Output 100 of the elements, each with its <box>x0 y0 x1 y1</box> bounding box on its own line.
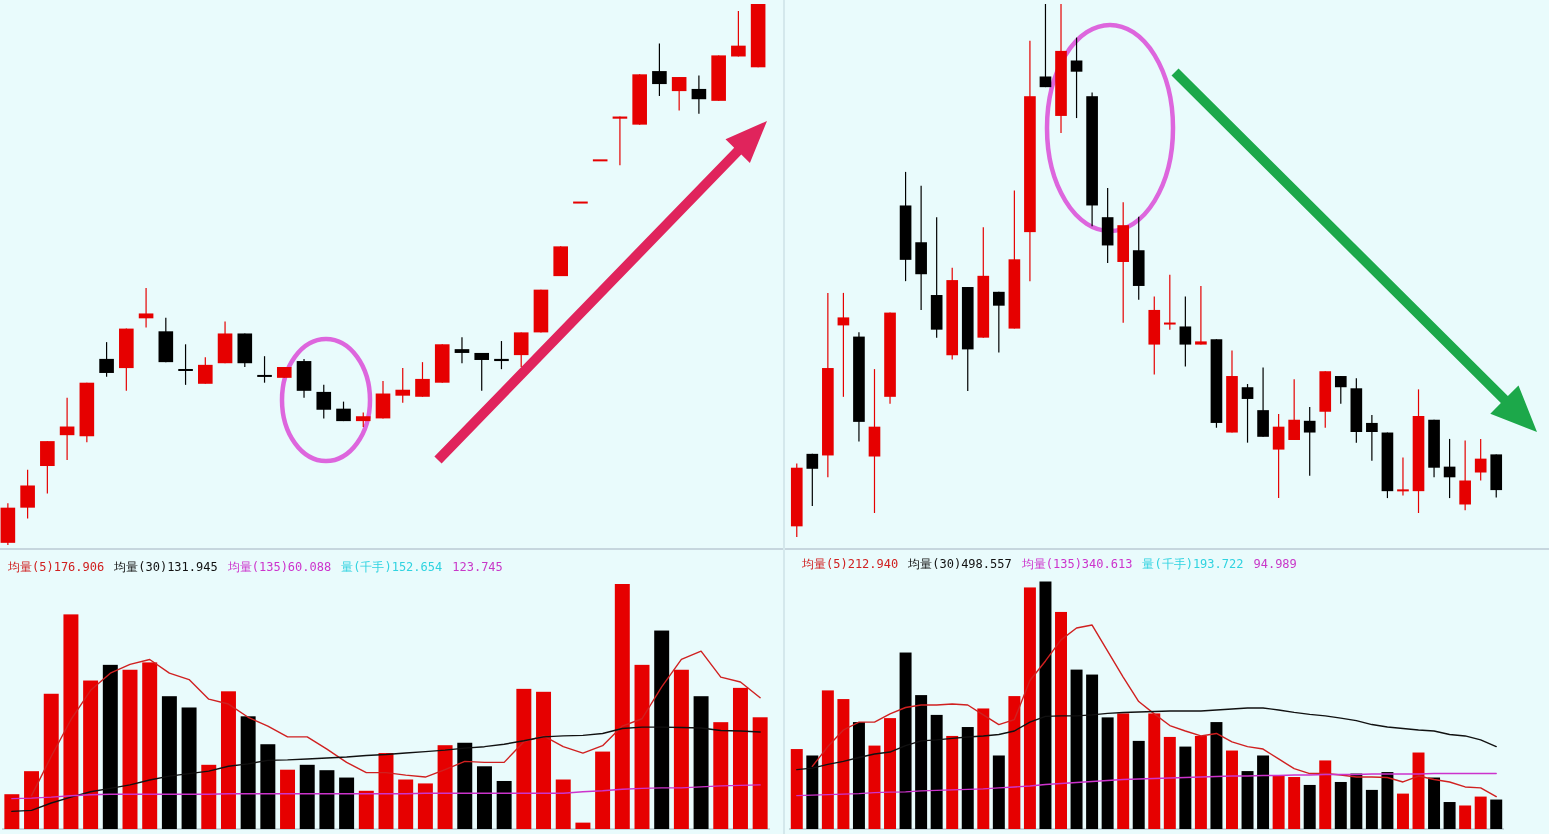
bar <box>752 717 768 829</box>
candlestick <box>178 343 193 386</box>
bar <box>693 696 709 829</box>
bar <box>1319 760 1332 829</box>
bar <box>339 777 355 829</box>
candlestick <box>592 159 608 162</box>
bar <box>732 687 748 829</box>
bar <box>1241 771 1254 829</box>
bar <box>595 751 611 829</box>
candlestick <box>20 469 35 520</box>
bar <box>575 822 591 829</box>
bar <box>852 722 865 829</box>
candlestick <box>316 384 332 420</box>
text: 均量(30)498.557 <box>907 556 1012 571</box>
candlestick <box>1179 296 1192 368</box>
bar <box>142 662 158 829</box>
bar <box>1226 750 1238 829</box>
candlestick <box>198 356 213 385</box>
bar <box>821 690 834 829</box>
bar <box>476 766 492 829</box>
bar <box>1132 740 1145 829</box>
candlestick <box>1366 414 1378 462</box>
bar <box>1039 581 1052 829</box>
candlestick <box>1474 438 1487 482</box>
candlestick <box>1039 3 1052 88</box>
bar <box>43 693 59 829</box>
candlestick <box>1195 285 1207 346</box>
bar <box>614 584 630 829</box>
bar <box>63 614 79 829</box>
bar <box>1257 755 1270 829</box>
bar <box>654 630 670 829</box>
candlestick <box>1397 456 1409 497</box>
bar <box>930 714 943 829</box>
bar <box>1459 805 1472 829</box>
bar <box>1194 735 1207 829</box>
candlestick <box>993 291 1005 354</box>
bar <box>899 652 912 829</box>
candlestick <box>513 331 529 368</box>
bar <box>977 708 990 829</box>
bar <box>220 691 236 829</box>
bar <box>496 780 512 829</box>
candlestick <box>257 355 272 384</box>
bar <box>4 794 20 829</box>
bar <box>181 707 197 829</box>
bar <box>1179 746 1192 829</box>
bar <box>201 764 217 829</box>
bar <box>1070 669 1083 829</box>
text: 均量(5)212.940 <box>801 556 899 571</box>
bar <box>1428 777 1441 829</box>
bar <box>280 769 296 829</box>
bar <box>1210 722 1223 829</box>
candlestick <box>1288 378 1300 441</box>
candlestick <box>1241 383 1254 444</box>
bar <box>1086 674 1099 829</box>
bar <box>1101 717 1114 829</box>
candlestick <box>395 367 411 404</box>
candlestick <box>99 341 114 378</box>
bar <box>358 790 374 829</box>
bar <box>83 680 99 829</box>
bar <box>884 718 897 829</box>
bar <box>837 699 850 829</box>
text: 均量(30)131.945 <box>113 559 218 574</box>
candlestick <box>573 201 588 204</box>
bar <box>122 669 138 829</box>
text: 量(千手)193.722 <box>1142 556 1244 571</box>
bar <box>713 722 729 829</box>
candlestick <box>1459 439 1471 511</box>
text: 均量(135)340.613 <box>1020 556 1133 571</box>
bar <box>1396 793 1409 829</box>
candlestick <box>806 453 819 507</box>
bar <box>398 779 414 829</box>
bar <box>634 664 650 829</box>
candlestick <box>415 361 430 398</box>
bar <box>806 755 819 829</box>
bar <box>1365 789 1378 829</box>
bar <box>555 779 571 829</box>
bar <box>1288 777 1301 829</box>
candlestick <box>474 352 490 392</box>
text: 均量(5)176.906 <box>7 559 105 574</box>
candlestick <box>1070 36 1083 119</box>
bar <box>961 727 974 829</box>
candlestick <box>138 287 154 329</box>
candlestick <box>731 10 746 58</box>
candlestick <box>454 336 470 364</box>
candlestick <box>1303 406 1316 477</box>
bar <box>240 716 256 829</box>
bar <box>417 783 433 829</box>
bar <box>161 696 177 829</box>
text: 123.745 <box>452 559 503 574</box>
text: 均量(135)60.088 <box>226 559 332 574</box>
bar <box>1272 775 1285 829</box>
candlestick <box>652 42 667 97</box>
candlestick <box>1272 413 1285 499</box>
bar <box>992 755 1005 829</box>
text: 94.989 <box>1253 556 1297 571</box>
candlestick <box>671 76 687 112</box>
bar <box>1443 802 1456 829</box>
bar <box>516 688 532 829</box>
bar <box>1023 587 1036 829</box>
bar <box>1474 796 1487 829</box>
